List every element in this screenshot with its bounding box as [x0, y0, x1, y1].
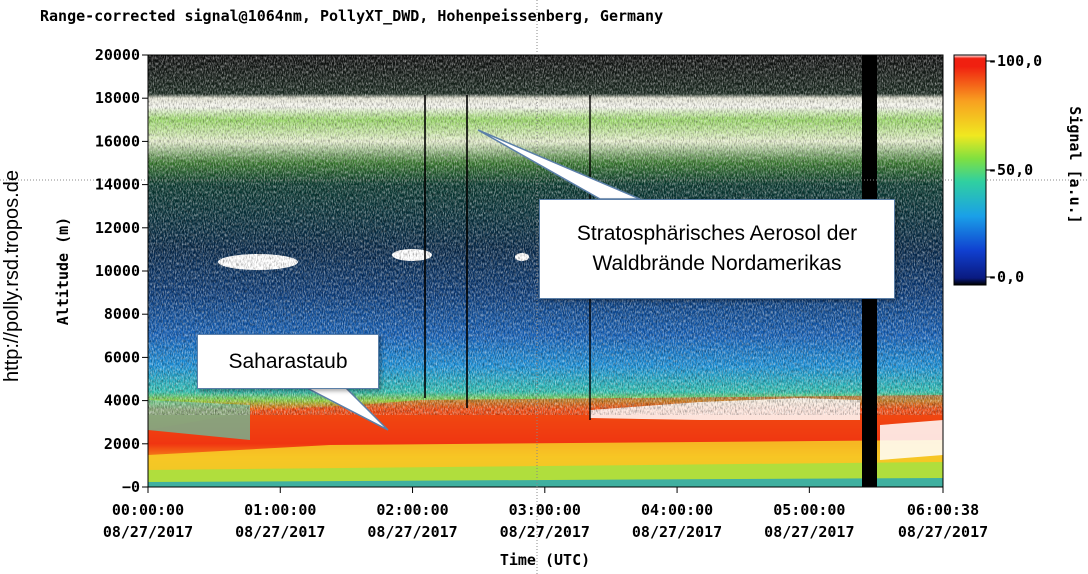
x-axis-label: Time (UTC) [500, 551, 590, 569]
chart-title: Range-corrected signal@1064nm, PollyXT_D… [40, 7, 663, 25]
stratospheric-aerosol-callout: Stratosphärisches Aerosol der Waldbrände… [539, 199, 895, 299]
x-tick-time: 06:00:38 [907, 501, 979, 519]
x-tick-date: 08/27/2017 [367, 523, 457, 541]
y-tick-label: 2000 [104, 435, 140, 453]
colorbar-tick-label: -100,0 [988, 52, 1042, 70]
y-axis-label: Altitude (m) [54, 217, 72, 325]
colorbar-ticks: -100,0 -50,0 -0,0 [986, 52, 1042, 286]
y-tick-label: −0 [122, 478, 140, 496]
y-tick-label: 6000 [104, 348, 140, 366]
source-url: http://polly.rsd.tropos.de [1, 170, 23, 382]
x-tick-time: 01:00:00 [244, 501, 316, 519]
x-tick-time: 00:00:00 [112, 501, 184, 519]
x-tick-date: 08/27/2017 [500, 523, 590, 541]
y-tick-label: 18000 [95, 89, 140, 107]
x-tick-time: 02:00:00 [376, 501, 448, 519]
y-tick-label: 20000 [95, 46, 140, 64]
x-tick-date: 08/27/2017 [632, 523, 722, 541]
y-tick-label: 12000 [95, 219, 140, 237]
y-tick-label: 10000 [95, 262, 140, 280]
x-tick-date: 08/27/2017 [103, 523, 193, 541]
colorbar-tick-label: -0,0 [988, 268, 1024, 286]
x-tick-date: 08/27/2017 [898, 523, 988, 541]
colorbar-label: Signal [a.u.] [1066, 106, 1084, 223]
x-tick-time: 04:00:00 [641, 501, 713, 519]
x-tick-date: 08/27/2017 [764, 523, 854, 541]
callout-line-2: Waldbrände Nordamerikas [592, 252, 842, 275]
y-axis: 20000 18000 16000 14000 12000 10000 8000 6000 40… [95, 46, 148, 496]
y-tick-label: 8000 [104, 305, 140, 323]
x-tick-time: 03:00:00 [509, 501, 581, 519]
y-tick-label: 16000 [95, 132, 140, 150]
x-axis: 00:00:00 08/27/2017 01:00:00 08/27/2017 02:0… [103, 487, 988, 541]
x-tick-time: 05:00:00 [773, 501, 845, 519]
saharastaub-callout: Saharastaub [197, 334, 379, 389]
callout-line-1: Stratosphärisches Aerosol der [576, 222, 858, 245]
y-tick-label: 4000 [104, 392, 140, 410]
y-tick-label: 14000 [95, 176, 140, 194]
x-tick-date: 08/27/2017 [235, 523, 325, 541]
colorbar-tick-label: -50,0 [988, 161, 1033, 179]
colorbar [953, 54, 987, 286]
